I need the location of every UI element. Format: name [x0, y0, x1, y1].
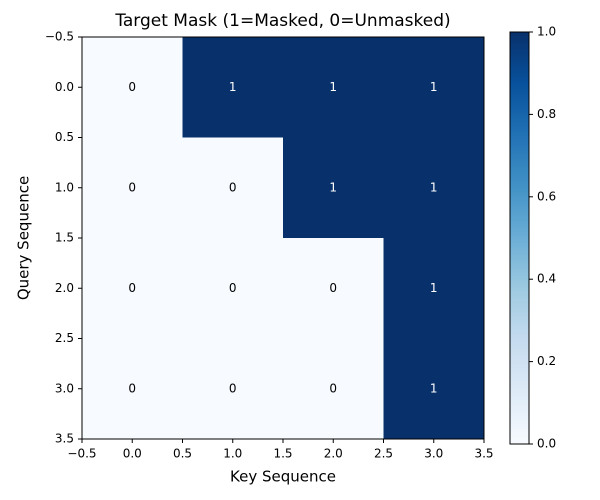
colorbar-tick-label: 0.8 [537, 107, 556, 121]
heatmap-cell [383, 338, 484, 439]
heatmap-cell [383, 137, 484, 238]
x-axis-label: Key Sequence [230, 468, 336, 486]
heatmap-cell [82, 137, 183, 238]
cell-label: 1 [430, 381, 438, 395]
heatmap-cell [82, 338, 183, 439]
cell-label: 1 [430, 281, 438, 295]
cell-label: 0 [329, 281, 337, 295]
x-tick-label: −0.5 [67, 447, 96, 461]
colorbar-tick-label: 0.6 [537, 189, 556, 203]
y-tick-label: 0.5 [55, 130, 74, 144]
heatmap-cell [383, 238, 484, 339]
x-tick-label: 3.0 [424, 447, 443, 461]
heatmap-cell [182, 338, 283, 439]
x-tick-label: 1.5 [273, 447, 292, 461]
y-axis-label: Query Sequence [15, 176, 33, 300]
heatmap-cell [283, 37, 384, 138]
y-tick-label: 1.0 [55, 180, 74, 194]
cell-label: 1 [229, 80, 237, 94]
colorbar-tick-label: 0.4 [537, 272, 556, 286]
y-tick-label: 1.5 [55, 231, 74, 245]
x-tick-label: 2.0 [324, 447, 343, 461]
heatmap-cell [82, 238, 183, 339]
colorbar-tick-label: 0.2 [537, 354, 556, 368]
cell-label: 0 [229, 180, 237, 194]
colorbar-tick-label: 1.0 [537, 25, 556, 39]
cell-label: 0 [229, 381, 237, 395]
x-tick-label: 3.5 [474, 447, 493, 461]
cell-label: 1 [430, 180, 438, 194]
cell-label: 0 [128, 381, 136, 395]
heatmap-cell [283, 137, 384, 238]
heatmap-cell [283, 338, 384, 439]
y-tick-label: 3.5 [55, 432, 74, 446]
cell-label: 1 [329, 180, 337, 194]
x-tick-label: 2.5 [374, 447, 393, 461]
x-tick-label: 1.0 [223, 447, 242, 461]
y-tick-label: −0.5 [45, 30, 74, 44]
chart-title: Target Mask (1=Masked, 0=Unmasked) [114, 11, 450, 31]
heatmap-cell [182, 238, 283, 339]
colorbar-tick-label: 0.0 [537, 437, 556, 451]
heatmap-cell [383, 37, 484, 138]
heatmap-cell [82, 37, 183, 138]
colorbar [509, 31, 530, 445]
heatmap-cell [182, 137, 283, 238]
cell-label: 0 [229, 281, 237, 295]
cell-label: 0 [128, 80, 136, 94]
cell-label: 0 [128, 180, 136, 194]
cell-label: 1 [430, 80, 438, 94]
heatmap-cell [182, 37, 283, 138]
x-tick-label: 0.0 [123, 447, 142, 461]
y-tick-label: 2.0 [55, 281, 74, 295]
y-tick-label: 0.0 [55, 80, 74, 94]
heatmap-cell [283, 238, 384, 339]
cell-label: 0 [128, 281, 136, 295]
y-tick-label: 3.0 [55, 381, 74, 395]
cell-label: 0 [329, 381, 337, 395]
cell-label: 1 [329, 80, 337, 94]
y-tick-label: 2.5 [55, 331, 74, 345]
x-tick-label: 0.5 [173, 447, 192, 461]
